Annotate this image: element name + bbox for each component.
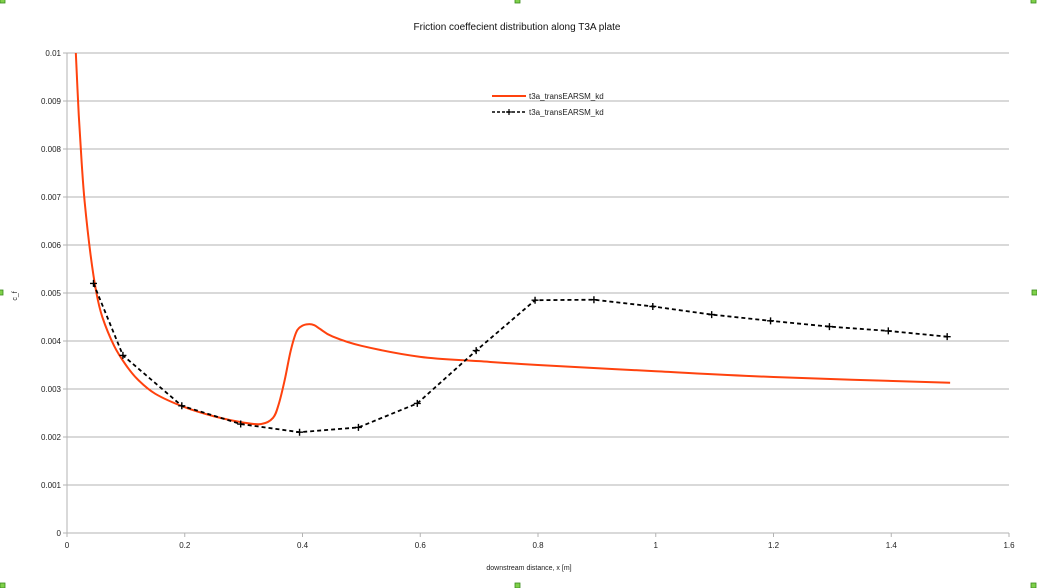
data-point-marker: [825, 323, 833, 331]
y-tick-label: 0.006: [41, 241, 62, 250]
y-tick-label: 0.002: [41, 433, 62, 442]
data-point-marker: [89, 279, 97, 287]
data-point-marker: [413, 399, 421, 407]
data-point-marker: [237, 420, 245, 428]
x-tick-labels: 0 0.2 0.4 0.6 0.8 1 1.2 1.4 1.6: [65, 541, 1015, 550]
y-tick-labels: 0 0.001 0.002 0.003 0.004 0.005 0.006 0.007 0.00…: [41, 49, 62, 538]
grid-lines: [67, 52, 1009, 534]
data-point-marker: [708, 311, 716, 319]
y-tick-label: 0.001: [41, 481, 62, 490]
data-point-marker: [178, 402, 186, 410]
data-point-marker: [884, 327, 892, 335]
resize-handle-left[interactable]: [0, 289, 4, 296]
x-tick-label: 0.2: [179, 541, 191, 550]
data-point-marker: [590, 296, 598, 304]
data-point-marker: [943, 333, 951, 341]
x-tick-label: 1.6: [1003, 541, 1015, 550]
y-axis-label: c_f: [12, 291, 19, 300]
data-point-marker: [649, 302, 657, 310]
legend-label-1: t3a_transEARSM_kd: [529, 92, 604, 101]
x-tick-label: 0.8: [532, 541, 544, 550]
resize-handle-right[interactable]: [1031, 289, 1037, 296]
y-tick-label: 0.009: [41, 97, 62, 106]
x-tick-label: 0.4: [297, 541, 309, 550]
resize-handle-bottom[interactable]: [514, 582, 521, 588]
resize-handle-bottom-left[interactable]: [0, 582, 6, 588]
data-point-marker: [296, 428, 304, 436]
resize-handle-top-left[interactable]: [0, 0, 6, 4]
series-line-solid: [74, 52, 951, 426]
series-group: [74, 52, 951, 436]
legend-marker-plus: [506, 109, 512, 115]
y-tick-label: 0.007: [41, 193, 62, 202]
resize-handle-top[interactable]: [514, 0, 521, 4]
y-tick-label: 0.005: [41, 289, 62, 298]
data-point-marker: [472, 347, 480, 355]
y-tick-label: 0.003: [41, 385, 62, 394]
series-line-dashed: [92, 283, 948, 434]
y-tick-label: 0.004: [41, 337, 62, 346]
data-point-marker: [119, 351, 127, 359]
legend: t3a_transEARSM_kd t3a_transEARSM_kd: [492, 92, 604, 117]
resize-handle-bottom-right[interactable]: [1030, 582, 1037, 588]
data-point-marker: [354, 423, 362, 431]
x-tick-label: 0.6: [415, 541, 427, 550]
data-point-marker: [531, 296, 539, 304]
y-tick-label: 0.01: [45, 49, 61, 58]
data-point-marker: [767, 317, 775, 325]
axes: [63, 52, 1010, 537]
y-tick-label: 0.008: [41, 145, 62, 154]
x-axis-label: downstream distance, x [m]: [486, 565, 571, 572]
x-tick-label: 1.2: [768, 541, 780, 550]
x-tick-label: 1.4: [886, 541, 898, 550]
legend-label-2: t3a_transEARSM_kd: [529, 108, 604, 117]
y-tick-label: 0: [57, 529, 62, 538]
x-tick-label: 0: [65, 541, 70, 550]
resize-handle-top-right[interactable]: [1030, 0, 1037, 4]
x-tick-label: 1: [654, 541, 659, 550]
chart-title: Friction coeffecient distribution along …: [414, 22, 621, 33]
